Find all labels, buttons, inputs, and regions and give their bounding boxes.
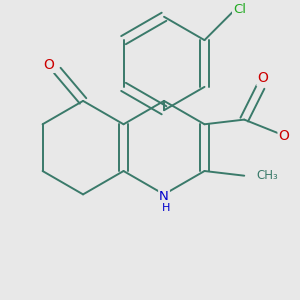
Text: O: O xyxy=(278,129,290,143)
Text: CH₃: CH₃ xyxy=(256,169,278,182)
Text: Cl: Cl xyxy=(233,3,246,16)
Text: O: O xyxy=(44,58,54,72)
Text: N: N xyxy=(159,190,169,203)
Text: H: H xyxy=(162,203,170,213)
Text: O: O xyxy=(257,71,268,85)
